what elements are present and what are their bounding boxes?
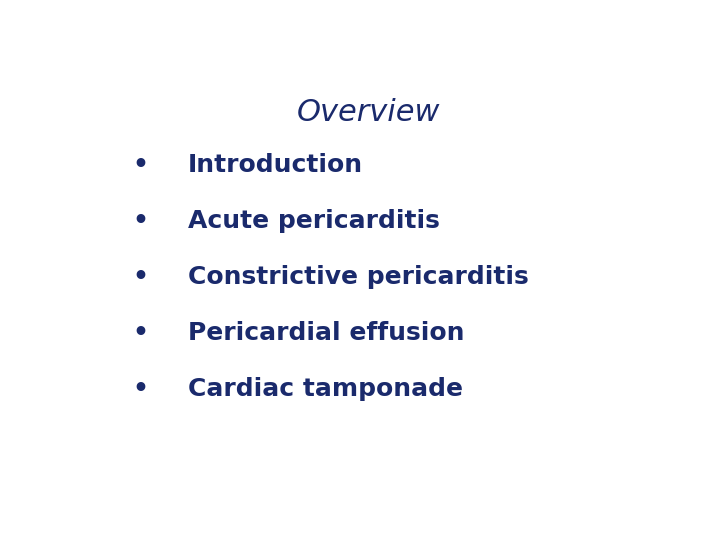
Text: •: • bbox=[132, 153, 148, 177]
Text: Constrictive pericarditis: Constrictive pericarditis bbox=[188, 265, 528, 289]
Text: •: • bbox=[132, 265, 148, 289]
Text: •: • bbox=[132, 377, 148, 401]
Text: Cardiac tamponade: Cardiac tamponade bbox=[188, 377, 463, 401]
Text: •: • bbox=[132, 209, 148, 233]
Text: Acute pericarditis: Acute pericarditis bbox=[188, 209, 439, 233]
Text: •: • bbox=[132, 321, 148, 345]
Text: Overview: Overview bbox=[297, 98, 441, 127]
Text: Pericardial effusion: Pericardial effusion bbox=[188, 321, 464, 345]
Text: Introduction: Introduction bbox=[188, 153, 363, 177]
